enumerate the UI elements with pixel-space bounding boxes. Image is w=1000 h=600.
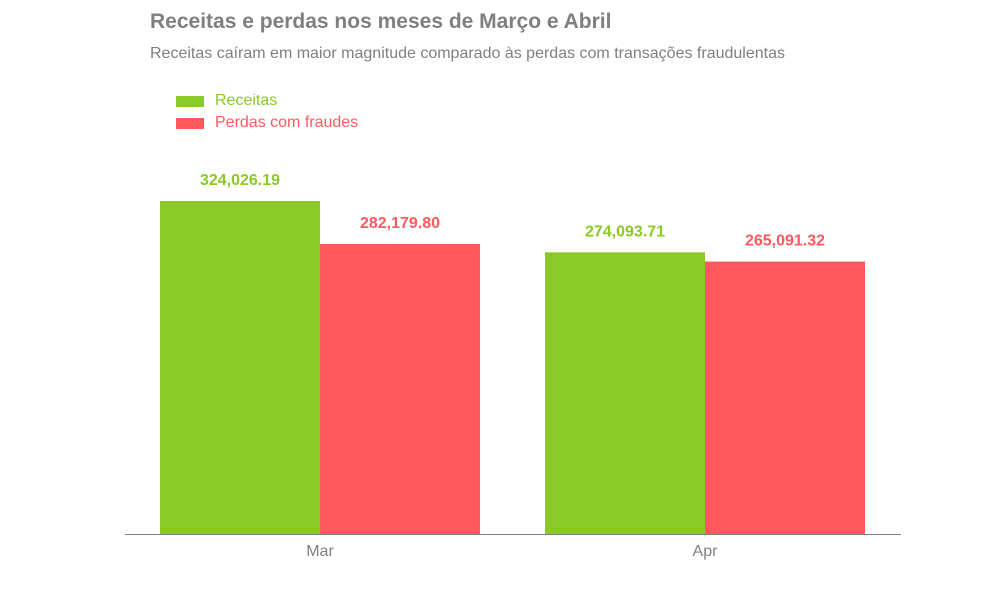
x-tick-label-mar: Mar (306, 543, 334, 560)
legend-swatch-receitas (176, 95, 204, 107)
bar-apr-receitas (545, 252, 705, 534)
data-label-apr-receitas: 274,093.71 (585, 223, 665, 240)
legend-label-perdas: Perdas com fraudes (215, 114, 359, 131)
legend-label-receitas: Receitas (215, 92, 278, 109)
bar-apr-perdas (705, 261, 865, 534)
legend-item-receitas: Receitas (176, 90, 358, 112)
data-label-apr-perdas: 265,091.32 (745, 233, 825, 250)
chart-title: Receitas e perdas nos meses de Março e A… (150, 10, 612, 33)
bar-mar-perdas (320, 244, 480, 534)
legend-swatch-perdas (176, 117, 204, 129)
legend-item-perdas: Perdas com fraudes (176, 112, 358, 134)
data-label-mar-receitas: 324,026.19 (200, 172, 280, 189)
data-label-mar-perdas: 282,179.80 (360, 215, 440, 232)
chart-subtitle: Receitas caíram em maior magnitude compa… (150, 45, 785, 62)
legend: Receitas Perdas com fraudes (176, 90, 358, 134)
x-tick-label-apr: Apr (693, 543, 719, 560)
bar-mar-receitas (160, 201, 320, 534)
